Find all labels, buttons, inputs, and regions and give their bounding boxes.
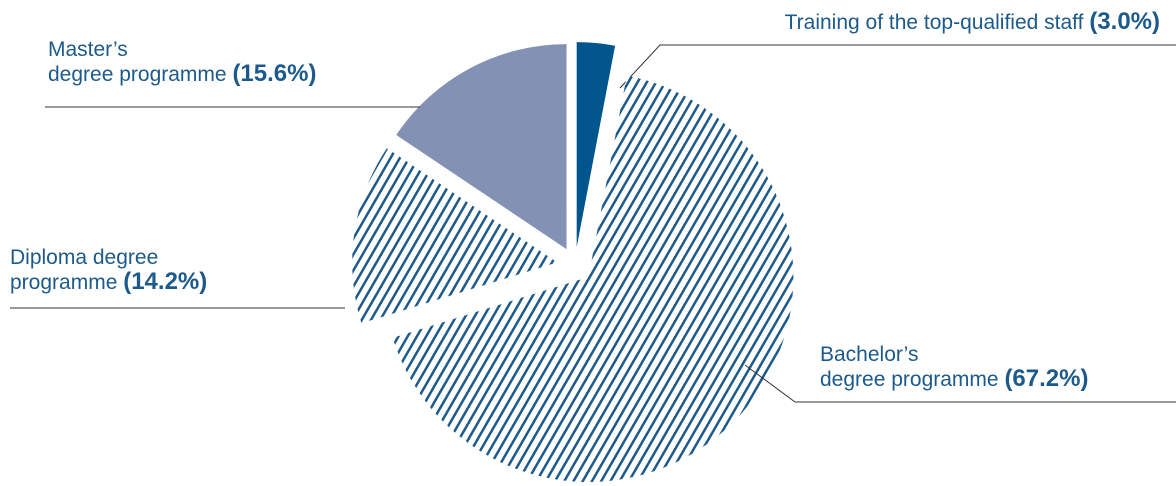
value-label: (67.2%) bbox=[1004, 365, 1089, 392]
leader-line bbox=[744, 364, 1176, 403]
category-label: Master’s degree programme bbox=[48, 38, 227, 86]
category-label: Training of the top-qualified staff bbox=[784, 11, 1084, 34]
pie-slice bbox=[396, 44, 567, 250]
pie-slice bbox=[352, 148, 558, 324]
leader-line bbox=[619, 44, 1176, 89]
category-label: Bachelor’s degree programme bbox=[820, 343, 999, 391]
value-label: (3.0%) bbox=[1089, 8, 1160, 35]
category-label: Diploma degree programme bbox=[10, 246, 159, 294]
slice-label: Bachelor’s degree programme (67.2%) bbox=[820, 343, 1088, 392]
slice-label: Master’s degree programme (15.6%) bbox=[48, 38, 316, 87]
value-label: (15.6%) bbox=[232, 60, 317, 87]
slice-label: Diploma degree programme (14.2%) bbox=[10, 246, 207, 295]
pie-slice bbox=[392, 75, 794, 482]
slice-label: Training of the top-qualified staff (3.0… bbox=[785, 10, 1160, 35]
value-label: (14.2%) bbox=[123, 268, 208, 295]
pie-slice bbox=[576, 42, 616, 248]
